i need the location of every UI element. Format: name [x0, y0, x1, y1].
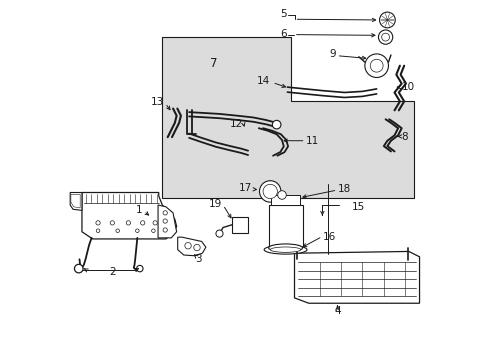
Circle shape: [96, 221, 100, 225]
Circle shape: [136, 265, 143, 272]
Ellipse shape: [268, 244, 302, 252]
Text: 9: 9: [328, 49, 335, 59]
Text: 18: 18: [337, 184, 350, 194]
Text: 8: 8: [401, 132, 407, 142]
Text: 11: 11: [305, 136, 319, 146]
Circle shape: [163, 219, 167, 223]
Circle shape: [140, 221, 144, 225]
Polygon shape: [177, 237, 205, 256]
Circle shape: [74, 264, 83, 273]
Circle shape: [153, 221, 157, 225]
Text: 14: 14: [257, 76, 270, 86]
Polygon shape: [162, 37, 413, 198]
Circle shape: [163, 228, 167, 232]
Text: 7: 7: [210, 57, 218, 71]
Text: 2: 2: [109, 267, 115, 277]
Circle shape: [379, 12, 394, 28]
Bar: [271, 195, 299, 205]
Circle shape: [378, 30, 392, 44]
Text: 13: 13: [151, 97, 164, 107]
Circle shape: [369, 59, 382, 72]
Text: 17: 17: [238, 183, 251, 193]
Text: 10: 10: [401, 82, 414, 92]
Circle shape: [116, 229, 119, 233]
Text: 12: 12: [229, 118, 242, 129]
Circle shape: [163, 211, 167, 215]
Text: 19: 19: [209, 199, 222, 209]
Bar: [268, 205, 302, 248]
Polygon shape: [71, 194, 80, 208]
Text: 16: 16: [323, 232, 336, 242]
Bar: [232, 217, 247, 233]
Text: 15: 15: [351, 202, 364, 212]
Polygon shape: [82, 193, 176, 239]
Text: 3: 3: [194, 254, 201, 264]
Circle shape: [259, 181, 281, 202]
Circle shape: [135, 229, 139, 233]
Text: 6: 6: [280, 29, 286, 39]
Circle shape: [184, 243, 191, 249]
Circle shape: [364, 54, 387, 77]
Circle shape: [272, 120, 281, 129]
Circle shape: [151, 229, 155, 233]
Ellipse shape: [264, 245, 306, 254]
Polygon shape: [158, 205, 176, 238]
Circle shape: [96, 229, 100, 233]
Circle shape: [126, 221, 130, 225]
Text: 4: 4: [333, 306, 340, 316]
Circle shape: [277, 191, 285, 199]
Text: 1: 1: [136, 205, 142, 215]
Circle shape: [110, 221, 114, 225]
Circle shape: [263, 184, 277, 199]
Polygon shape: [70, 193, 82, 210]
Ellipse shape: [270, 247, 300, 252]
Circle shape: [216, 230, 223, 237]
Polygon shape: [294, 251, 419, 303]
Text: 5: 5: [280, 9, 286, 18]
Circle shape: [193, 244, 200, 251]
Circle shape: [381, 33, 389, 41]
